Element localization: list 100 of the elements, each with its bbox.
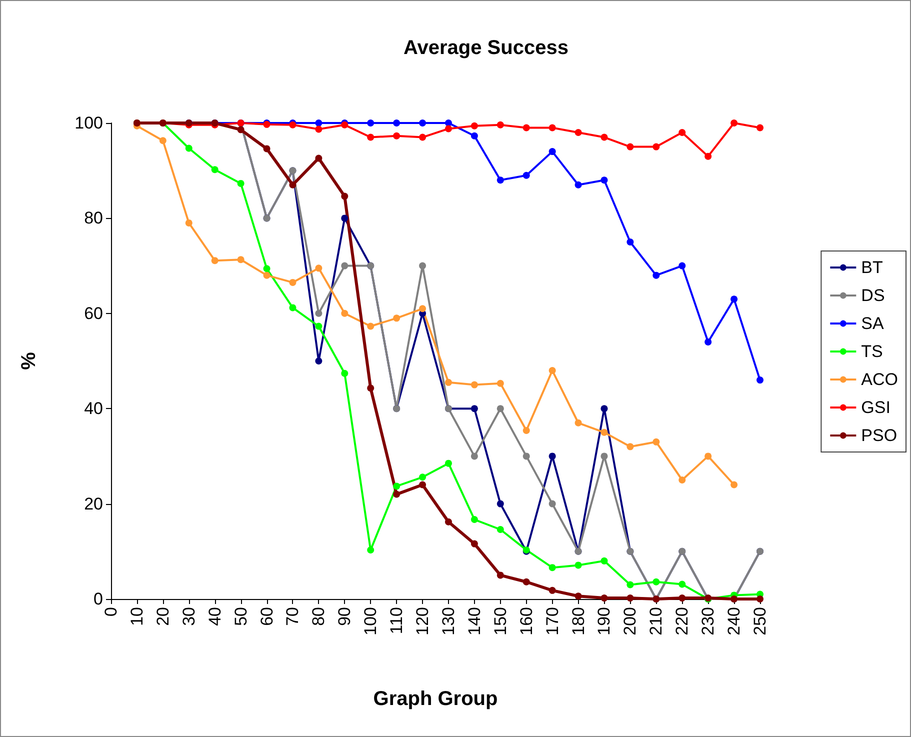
point bbox=[419, 474, 426, 481]
point bbox=[730, 481, 738, 488]
point bbox=[419, 134, 426, 141]
point bbox=[522, 172, 530, 179]
point bbox=[548, 452, 556, 460]
point bbox=[548, 148, 556, 156]
point bbox=[185, 144, 192, 152]
point bbox=[185, 219, 192, 226]
point bbox=[496, 405, 504, 412]
x-tick-label: 220 bbox=[672, 607, 692, 636]
x-tick-label: 90 bbox=[335, 607, 354, 626]
point bbox=[652, 272, 660, 279]
x-tick-label: 80 bbox=[309, 607, 328, 626]
point bbox=[211, 257, 218, 264]
point bbox=[367, 120, 374, 126]
x-tick-label: 70 bbox=[283, 607, 302, 626]
point bbox=[548, 564, 556, 572]
point bbox=[548, 586, 556, 594]
point bbox=[444, 378, 452, 386]
x-tick-label: 240 bbox=[724, 607, 744, 636]
point bbox=[522, 124, 530, 132]
point bbox=[289, 304, 296, 312]
x-tick-label: 170 bbox=[542, 607, 562, 636]
point bbox=[652, 143, 660, 150]
legend-label: PSO bbox=[861, 426, 898, 445]
point bbox=[496, 526, 504, 533]
point bbox=[419, 120, 426, 126]
point bbox=[315, 120, 322, 126]
x-tick-label: 0 bbox=[102, 607, 120, 616]
point bbox=[237, 256, 244, 264]
point bbox=[730, 120, 738, 126]
point bbox=[574, 419, 582, 426]
point bbox=[600, 428, 608, 436]
point bbox=[470, 540, 478, 548]
point bbox=[600, 176, 608, 184]
point bbox=[548, 500, 556, 508]
point bbox=[678, 580, 686, 588]
point bbox=[756, 376, 764, 384]
x-tick-label: 120 bbox=[413, 607, 432, 636]
legend-label: BT bbox=[861, 258, 883, 277]
point bbox=[367, 384, 374, 392]
x-tick-label: 50 bbox=[231, 607, 250, 626]
point bbox=[626, 238, 634, 246]
y-tick-label: 80 bbox=[84, 208, 103, 228]
point bbox=[419, 262, 426, 270]
point bbox=[678, 476, 686, 484]
point bbox=[704, 152, 712, 160]
legend-label: TS bbox=[861, 342, 883, 361]
point bbox=[652, 438, 660, 446]
point bbox=[341, 262, 348, 270]
x-tick-label: 200 bbox=[620, 607, 640, 636]
point bbox=[574, 181, 582, 188]
point bbox=[522, 452, 530, 460]
x-tick-label: 230 bbox=[698, 607, 718, 636]
point bbox=[419, 481, 426, 488]
y-tick-label: 0 bbox=[94, 590, 103, 608]
y-tick-label: 60 bbox=[84, 304, 103, 323]
point bbox=[341, 192, 348, 200]
point bbox=[600, 557, 608, 564]
point bbox=[211, 166, 218, 174]
point bbox=[704, 338, 712, 346]
x-tick-label: 40 bbox=[205, 607, 224, 626]
point bbox=[600, 452, 608, 460]
point bbox=[263, 272, 270, 279]
point bbox=[548, 367, 556, 374]
point bbox=[367, 546, 374, 554]
y-axis-title: % bbox=[18, 352, 40, 370]
legend-label: SA bbox=[861, 314, 884, 333]
x-tick-label: 140 bbox=[464, 607, 484, 636]
x-tick-label: 100 bbox=[361, 607, 380, 636]
point bbox=[678, 129, 686, 136]
point bbox=[600, 134, 608, 141]
x-tick-label: 30 bbox=[179, 607, 198, 626]
point bbox=[393, 120, 400, 126]
point bbox=[470, 122, 478, 130]
point bbox=[470, 381, 478, 388]
point bbox=[600, 594, 608, 602]
point bbox=[315, 154, 322, 162]
point bbox=[315, 264, 322, 272]
point bbox=[393, 490, 400, 498]
point bbox=[574, 592, 582, 600]
point bbox=[444, 518, 452, 526]
point bbox=[315, 126, 322, 133]
point bbox=[237, 180, 244, 187]
point bbox=[315, 310, 322, 317]
point bbox=[496, 176, 504, 184]
point bbox=[263, 145, 270, 152]
y-tick-label: 40 bbox=[84, 399, 103, 418]
point bbox=[315, 322, 322, 330]
point bbox=[548, 124, 556, 132]
point bbox=[652, 578, 660, 586]
point bbox=[444, 460, 452, 467]
y-tick-label: 20 bbox=[84, 494, 103, 514]
point bbox=[626, 443, 634, 450]
point bbox=[496, 500, 504, 508]
x-tick-label: 210 bbox=[646, 607, 666, 636]
x-tick-label: 60 bbox=[257, 607, 276, 626]
point bbox=[367, 134, 374, 141]
legend-label: GSI bbox=[861, 398, 890, 417]
x-axis-title: Graph Group bbox=[373, 688, 498, 710]
